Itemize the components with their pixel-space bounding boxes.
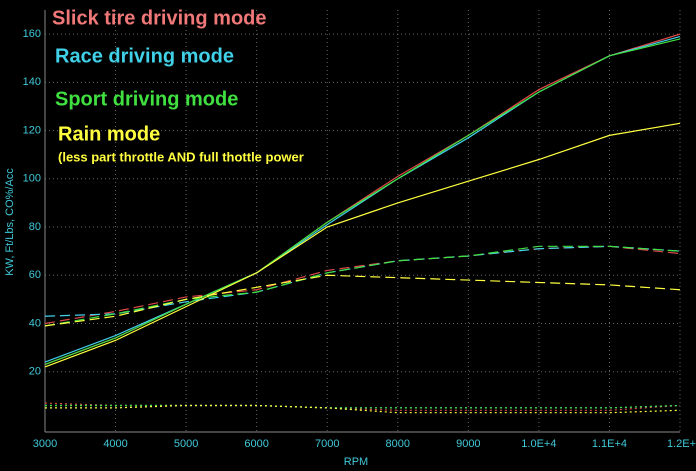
legend-label: Slick tire driving mode xyxy=(52,7,267,29)
y-tick-label: 120 xyxy=(23,124,41,136)
y-tick-label: 60 xyxy=(29,269,41,281)
y-tick-label: 140 xyxy=(23,76,41,88)
legend-label: Sport driving mode xyxy=(55,88,238,110)
y-axis-label: KW, Ft/Lbs, CO%/Acc xyxy=(4,168,16,276)
x-tick-label: 7000 xyxy=(315,438,339,450)
torque-line xyxy=(44,245,681,325)
annotation: (less part throttle AND full thottle pow… xyxy=(58,149,304,164)
x-tick-label: 9000 xyxy=(456,438,480,450)
co-line xyxy=(45,404,681,409)
power-line xyxy=(44,122,681,368)
y-tick-label: 100 xyxy=(23,173,41,185)
x-axis-label: RPM xyxy=(344,456,368,468)
x-tick-label: 1.2E+ xyxy=(667,438,696,450)
x-tick-label: 6000 xyxy=(244,438,268,450)
legend-label: Race driving mode xyxy=(55,45,234,67)
x-tick-label: 1.1E+4 xyxy=(592,438,627,450)
y-tick-label: 160 xyxy=(23,28,41,40)
x-tick-label: 1.0E+4 xyxy=(521,438,556,450)
x-tick-label: 3000 xyxy=(33,438,57,450)
power-line xyxy=(44,38,681,366)
y-tick-label: 80 xyxy=(29,221,41,233)
y-tick-label: 40 xyxy=(29,317,41,329)
torque-line xyxy=(44,245,681,327)
co-line xyxy=(45,404,681,414)
legend-label: Rain mode xyxy=(58,123,160,145)
x-tick-label: 8000 xyxy=(386,438,410,450)
y-tick-label: 20 xyxy=(29,366,41,378)
x-tick-label: 5000 xyxy=(174,438,198,450)
x-tick-label: 4000 xyxy=(103,438,127,450)
torque-line xyxy=(44,274,681,327)
